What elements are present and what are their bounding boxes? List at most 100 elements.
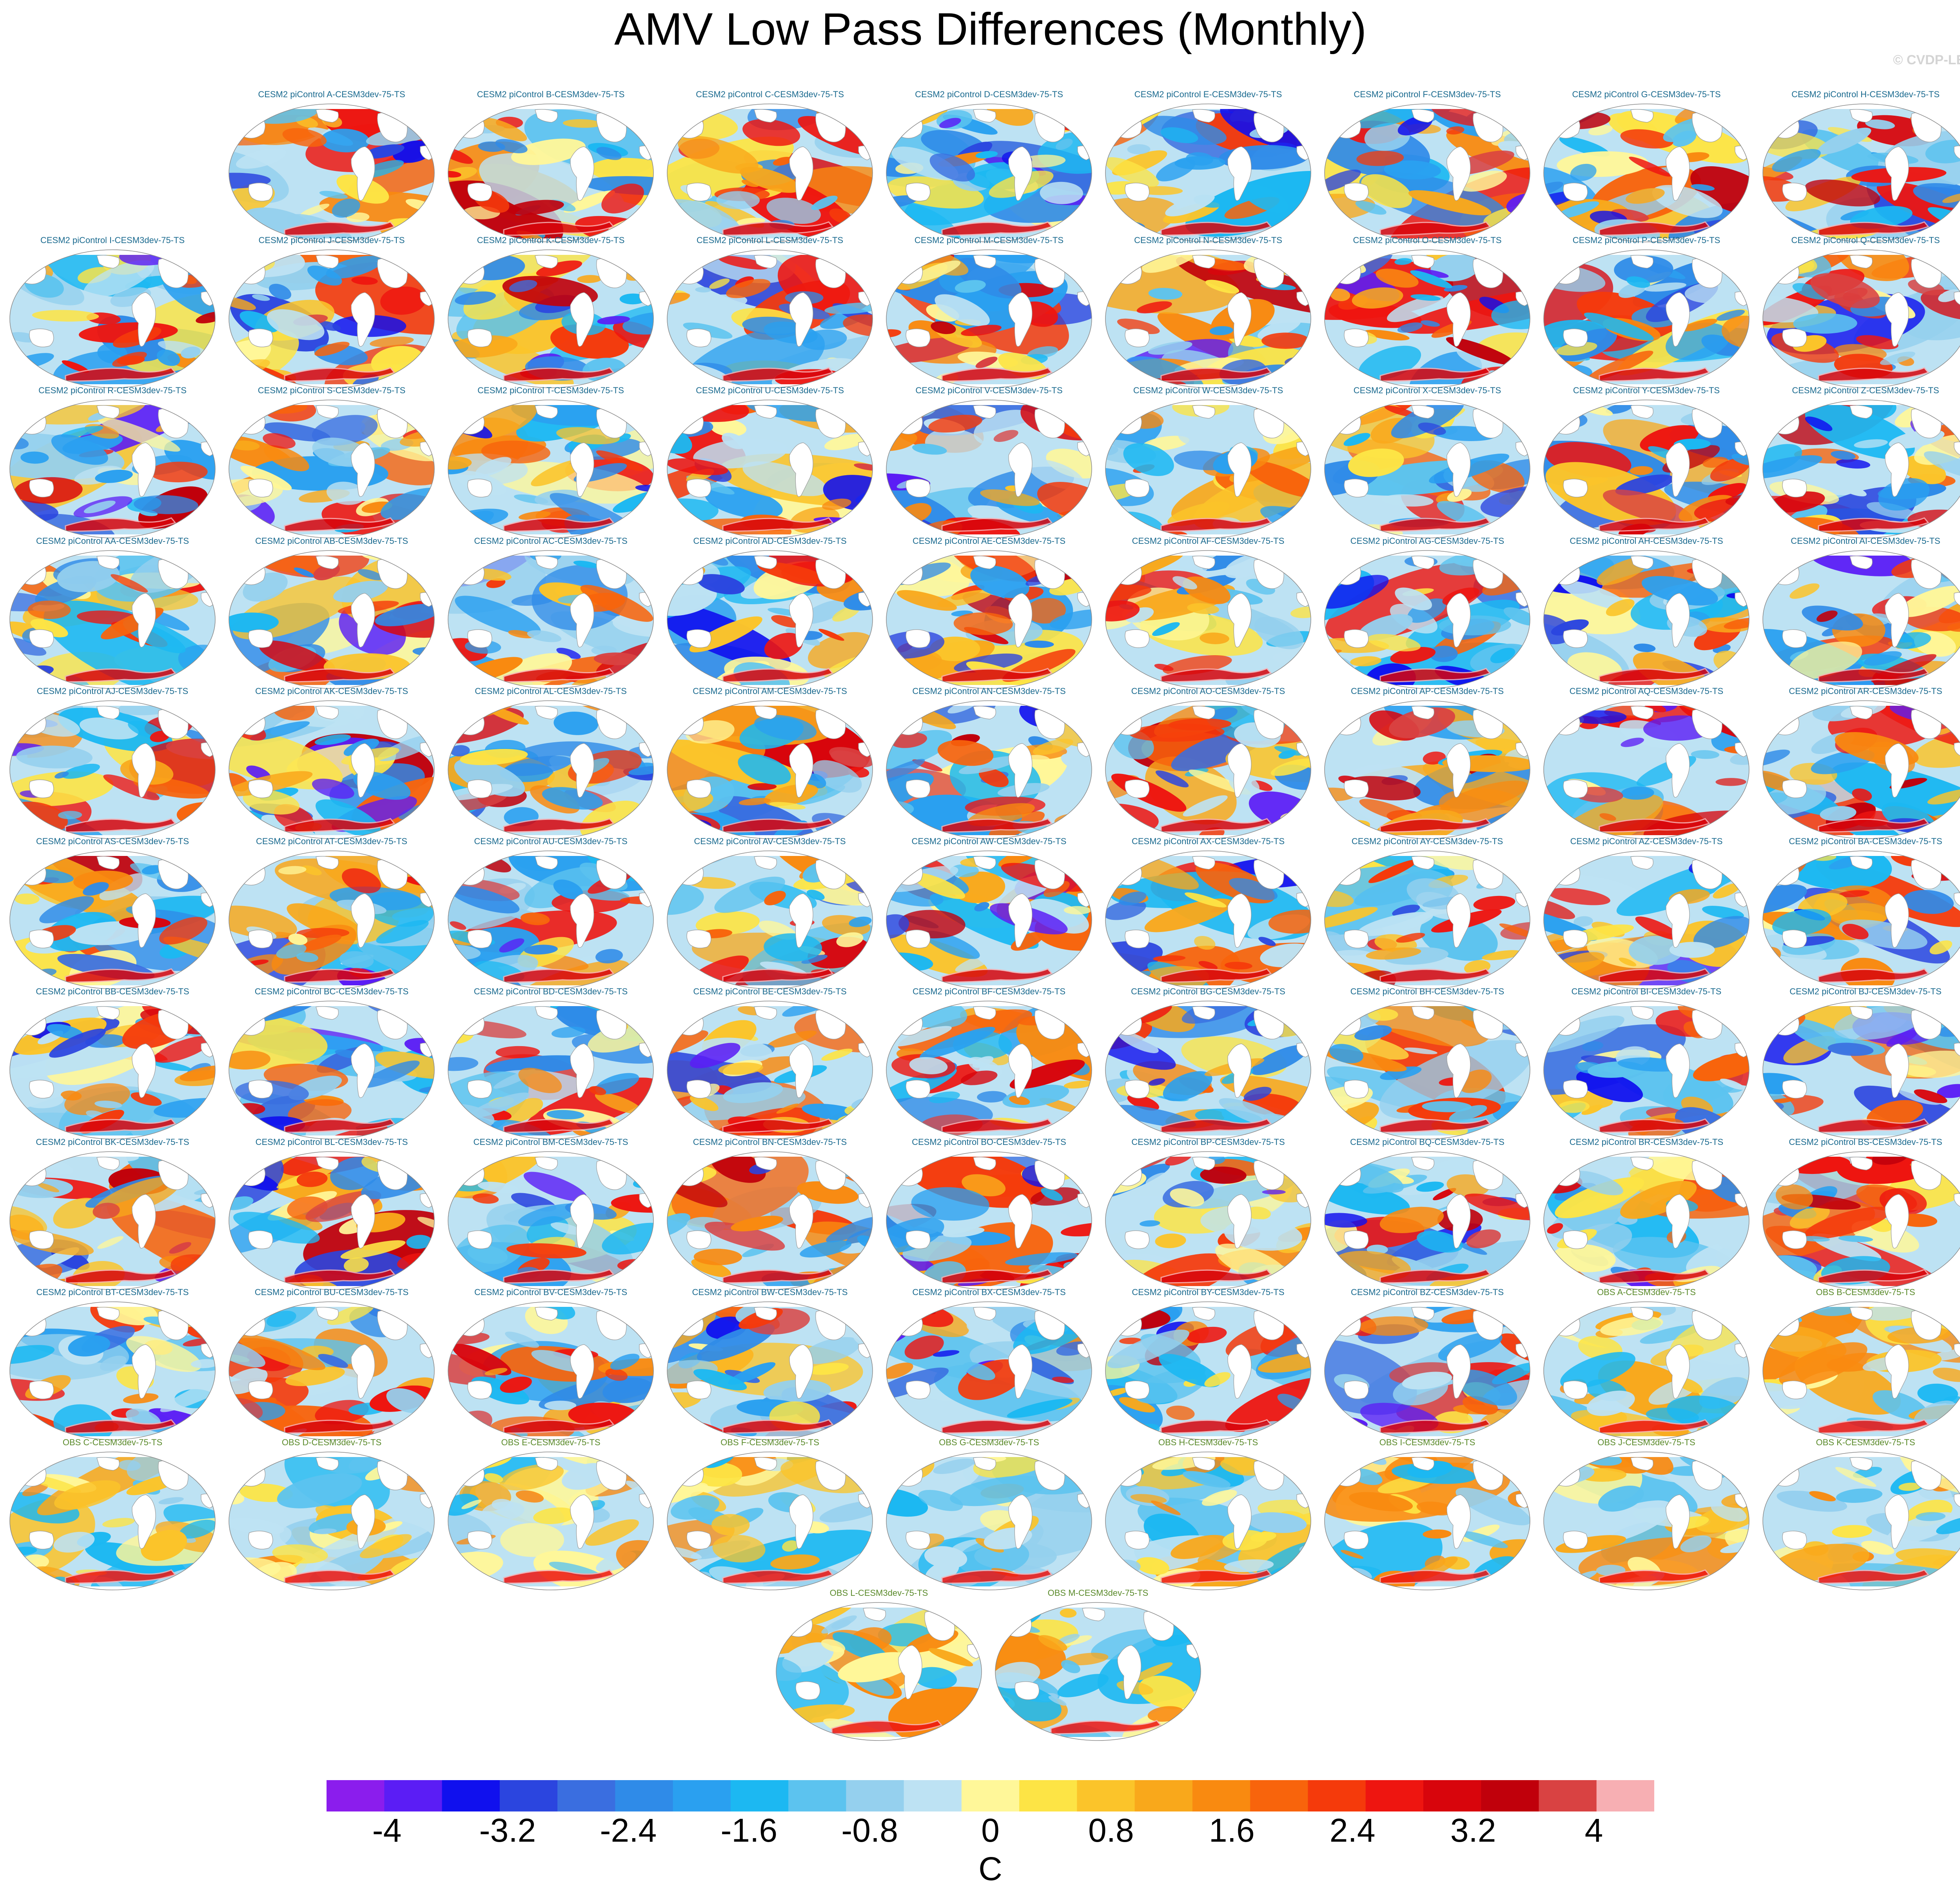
- sst-difference-map: [1762, 1452, 1960, 1590]
- panel-title: CESM2 piControl AY-CESM3dev-75-TS: [1351, 836, 1503, 846]
- panel-title: CESM2 piControl BI-CESM3dev-75-TS: [1571, 987, 1722, 996]
- panel-title: CESM2 piControl I-CESM3dev-75-TS: [40, 235, 185, 245]
- map-panel: CESM2 piControl D-CESM3dev-75-TS: [883, 89, 1095, 242]
- colorbar-tick-label: 2.4: [1329, 1812, 1376, 1849]
- sst-difference-map: [886, 104, 1092, 242]
- panel-title: CESM2 piControl E-CESM3dev-75-TS: [1134, 89, 1282, 99]
- panel-title: CESM2 piControl P-CESM3dev-75-TS: [1572, 235, 1720, 245]
- panel-title: OBS H-CESM3dev-75-TS: [1158, 1437, 1258, 1447]
- sst-difference-map: [886, 1452, 1092, 1590]
- map-panel: CESM2 piControl BS-CESM3dev-75-TS: [1760, 1137, 1960, 1290]
- map-panel: CESM2 piControl AZ-CESM3dev-75-TS: [1541, 836, 1752, 989]
- panel-title: CESM2 piControl AR-CESM3dev-75-TS: [1789, 686, 1942, 696]
- map-panel: OBS I-CESM3dev-75-TS: [1321, 1437, 1533, 1590]
- panel-title: CESM2 piControl AE-CESM3dev-75-TS: [912, 536, 1066, 546]
- panel-title: CESM2 piControl AH-CESM3dev-75-TS: [1570, 536, 1723, 546]
- map-panel: OBS G-CESM3dev-75-TS: [883, 1437, 1095, 1590]
- sst-difference-map: [1543, 1301, 1749, 1440]
- panel-title: CESM2 piControl D-CESM3dev-75-TS: [915, 89, 1063, 99]
- map-panel: CESM2 piControl N-CESM3dev-75-TS: [1102, 235, 1314, 388]
- sst-difference-map: [1324, 1001, 1530, 1139]
- sst-difference-map: [448, 1151, 654, 1290]
- panel-title: CESM2 piControl BA-CESM3dev-75-TS: [1789, 836, 1942, 846]
- panel-title: CESM2 piControl C-CESM3dev-75-TS: [696, 89, 844, 99]
- map-panel: CESM2 piControl BG-CESM3dev-75-TS: [1102, 987, 1314, 1139]
- colorbar-swatch: [1019, 1780, 1077, 1811]
- sst-difference-map: [1543, 104, 1749, 242]
- panel-title: CESM2 piControl R-CESM3dev-75-TS: [38, 385, 187, 395]
- colorbar-swatch: [846, 1780, 904, 1811]
- sst-difference-map: [1543, 850, 1749, 989]
- map-panel: OBS F-CESM3dev-75-TS: [664, 1437, 876, 1590]
- map-panel: OBS L-CESM3dev-75-TS: [773, 1588, 985, 1741]
- map-panel: CESM2 piControl BT-CESM3dev-75-TS: [7, 1287, 218, 1440]
- panel-title: CESM2 piControl Z-CESM3dev-75-TS: [1792, 385, 1939, 395]
- panel-title: OBS B-CESM3dev-75-TS: [1816, 1287, 1915, 1297]
- panel-title: CESM2 piControl X-CESM3dev-75-TS: [1353, 385, 1501, 395]
- panel-title: CESM2 piControl AT-CESM3dev-75-TS: [256, 836, 407, 846]
- panel-title: CESM2 piControl BU-CESM3dev-75-TS: [254, 1287, 409, 1297]
- map-panel: CESM2 piControl BQ-CESM3dev-75-TS: [1321, 1137, 1533, 1290]
- sst-difference-map: [667, 249, 873, 388]
- map-panel: CESM2 piControl BU-CESM3dev-75-TS: [226, 1287, 437, 1440]
- sst-difference-map: [229, 1001, 435, 1139]
- panel-title: CESM2 piControl BX-CESM3dev-75-TS: [912, 1287, 1066, 1297]
- colorbar-swatch: [327, 1780, 385, 1811]
- map-panel: OBS A-CESM3dev-75-TS: [1541, 1287, 1752, 1440]
- colorbar-swatch: [442, 1780, 500, 1811]
- map-panel: CESM2 piControl AK-CESM3dev-75-TS: [226, 686, 437, 839]
- panel-title: CESM2 piControl BW-CESM3dev-75-TS: [692, 1287, 848, 1297]
- map-panel: CESM2 piControl Q-CESM3dev-75-TS: [1760, 235, 1960, 388]
- map-panel: CESM2 piControl BJ-CESM3dev-75-TS: [1760, 987, 1960, 1139]
- panel-title: CESM2 piControl BC-CESM3dev-75-TS: [254, 987, 409, 996]
- map-panel: CESM2 piControl AE-CESM3dev-75-TS: [883, 536, 1095, 689]
- sst-difference-map: [1543, 1001, 1749, 1139]
- map-panel: CESM2 piControl BE-CESM3dev-75-TS: [664, 987, 876, 1139]
- map-panel: CESM2 piControl BN-CESM3dev-75-TS: [664, 1137, 876, 1290]
- colorbar-swatch: [1539, 1780, 1597, 1811]
- map-panel: CESM2 piControl BL-CESM3dev-75-TS: [226, 1137, 437, 1290]
- colorbar-swatch: [1077, 1780, 1135, 1811]
- panel-title: CESM2 piControl V-CESM3dev-75-TS: [915, 385, 1063, 395]
- colorbar-tick-label: 4: [1584, 1812, 1603, 1849]
- panel-title: CESM2 piControl S-CESM3dev-75-TS: [258, 385, 406, 395]
- map-panel: CESM2 piControl U-CESM3dev-75-TS: [664, 385, 876, 538]
- colorbar-swatch: [1134, 1780, 1193, 1811]
- sst-difference-map: [1324, 104, 1530, 242]
- sst-difference-map: [1324, 850, 1530, 989]
- map-panel: CESM2 piControl AO-CESM3dev-75-TS: [1102, 686, 1314, 839]
- colorbar-swatch: [1423, 1780, 1481, 1811]
- colorbar-unit: C: [978, 1850, 1002, 1887]
- sst-difference-map: [9, 1151, 216, 1290]
- map-panel: OBS E-CESM3dev-75-TS: [445, 1437, 657, 1590]
- sst-difference-map: [229, 104, 435, 242]
- sst-difference-map: [667, 1452, 873, 1590]
- colorbar-swatch: [730, 1780, 789, 1811]
- panel-title: OBS F-CESM3dev-75-TS: [720, 1437, 819, 1447]
- colorbar-swatch: [499, 1780, 558, 1811]
- sst-difference-map: [1543, 1452, 1749, 1590]
- colorbar: [327, 1780, 1654, 1811]
- map-panel: CESM2 piControl AT-CESM3dev-75-TS: [226, 836, 437, 989]
- sst-difference-map: [1762, 850, 1960, 989]
- panel-title: CESM2 piControl BN-CESM3dev-75-TS: [693, 1137, 847, 1147]
- map-panel: CESM2 piControl V-CESM3dev-75-TS: [883, 385, 1095, 538]
- sst-difference-map: [229, 249, 435, 388]
- sst-difference-map: [1324, 249, 1530, 388]
- panel-title: CESM2 piControl BK-CESM3dev-75-TS: [36, 1137, 189, 1147]
- colorbar-swatch: [1365, 1780, 1424, 1811]
- map-panel: CESM2 piControl AN-CESM3dev-75-TS: [883, 686, 1095, 839]
- sst-difference-map: [1324, 1151, 1530, 1290]
- panel-title: CESM2 piControl AD-CESM3dev-75-TS: [693, 536, 847, 546]
- map-panel: CESM2 piControl C-CESM3dev-75-TS: [664, 89, 876, 242]
- map-panel: CESM2 piControl R-CESM3dev-75-TS: [7, 385, 218, 538]
- map-panel: CESM2 piControl W-CESM3dev-75-TS: [1102, 385, 1314, 538]
- colorbar-swatch: [788, 1780, 846, 1811]
- sst-difference-map: [667, 1151, 873, 1290]
- panel-title: CESM2 piControl F-CESM3dev-75-TS: [1354, 89, 1501, 99]
- sst-difference-map: [9, 700, 216, 839]
- sst-difference-map: [667, 1001, 873, 1139]
- colorbar-tick-label: 0.8: [1088, 1812, 1134, 1849]
- panel-title: CESM2 piControl BM-CESM3dev-75-TS: [473, 1137, 628, 1147]
- map-panel: CESM2 piControl F-CESM3dev-75-TS: [1321, 89, 1533, 242]
